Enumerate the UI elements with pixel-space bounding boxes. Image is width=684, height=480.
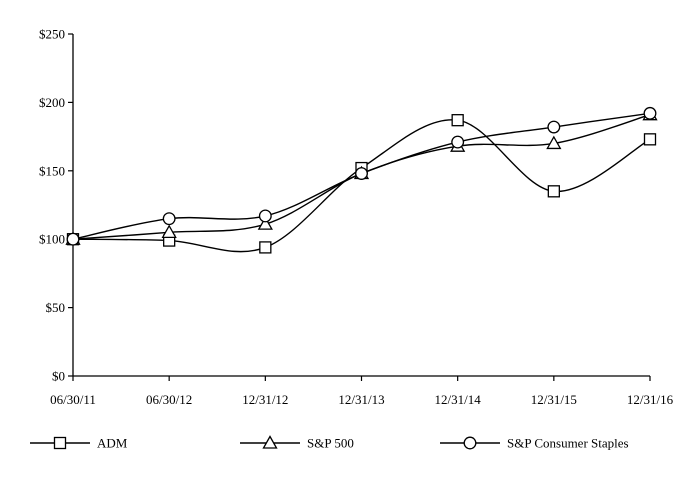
x-tick-label: 12/31/12: [242, 392, 288, 407]
y-tick-label: $100: [39, 232, 65, 247]
data-point-circle: [547, 120, 561, 134]
y-tick-label: $0: [52, 369, 65, 384]
data-point-triangle: [161, 224, 177, 239]
legend-label: S&P 500: [307, 436, 354, 451]
data-point-triangle: [546, 135, 562, 150]
y-tick-label: $200: [39, 95, 65, 110]
x-tick-label: 12/31/16: [627, 392, 674, 407]
data-point-triangle: [257, 216, 273, 230]
data-point-circle: [643, 106, 657, 120]
legend-item: S&P Consumer Staples: [440, 436, 629, 451]
data-point-square: [451, 114, 464, 127]
data-point-circle: [355, 167, 368, 180]
legend-marker-triangle: [262, 435, 278, 449]
data-point-square: [259, 241, 272, 254]
chart-legend: ADM S&P 500 S&P Consumer Staples: [30, 435, 629, 451]
y-tick-label: $150: [39, 163, 65, 178]
legend-label: S&P Consumer Staples: [507, 436, 629, 451]
legend-label: ADM: [97, 436, 128, 451]
x-tick-label: 12/31/13: [338, 392, 384, 407]
data-point-circle: [66, 232, 80, 246]
legend-marker-circle: [463, 436, 477, 450]
legend-item: ADM: [30, 436, 128, 451]
data-point-circle: [258, 209, 272, 223]
y-tick-label: $50: [46, 300, 66, 315]
x-axis-tick-labels: 06/30/11 06/30/12 12/31/12 12/31/13 12/31/14…: [50, 392, 673, 407]
legend-marker-square: [53, 436, 67, 450]
chart-axes: [68, 33, 651, 381]
data-point-circle: [451, 135, 465, 149]
x-tick-label: 12/31/14: [435, 392, 482, 407]
x-tick-label: 06/30/12: [146, 392, 192, 407]
data-point-square: [643, 133, 657, 146]
x-tick-label: 12/31/15: [531, 392, 577, 407]
data-point-square: [547, 185, 560, 198]
series-line-square: [72, 119, 651, 253]
data-point-circle: [162, 212, 176, 226]
series-lines: [72, 112, 651, 253]
legend-item: S&P 500: [240, 435, 354, 451]
series-markers: [65, 106, 658, 254]
x-tick-label: 06/30/11: [50, 392, 96, 407]
y-tick-label: $250: [39, 27, 65, 42]
y-axis-tick-labels: $0 $50 $100 $150 $200 $250: [39, 27, 65, 384]
